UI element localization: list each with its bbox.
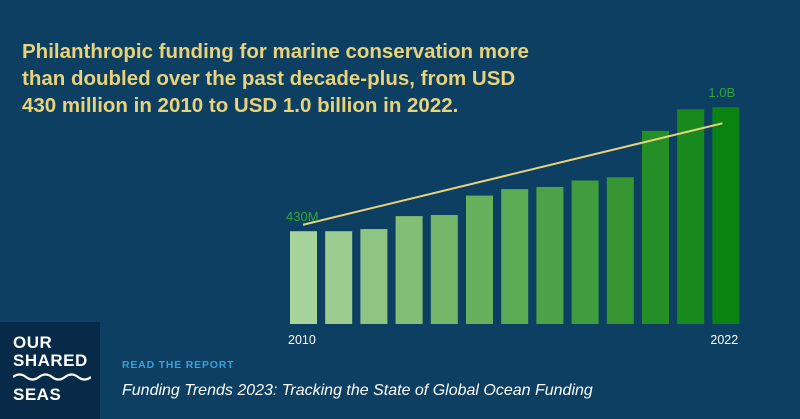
bar-2017 xyxy=(536,186,564,324)
data-label-first: 430M xyxy=(286,209,319,224)
data-label-last: 1.0B xyxy=(708,85,735,100)
wave-icon xyxy=(13,373,91,381)
bar-2012 xyxy=(360,229,388,324)
trend-line xyxy=(302,122,723,226)
logo-text-shared: SHARED xyxy=(13,351,88,370)
bar-2014 xyxy=(430,215,458,324)
logo-text-our: OUR xyxy=(13,333,53,352)
report-title: Funding Trends 2023: Tracking the State … xyxy=(122,382,593,399)
bar-2011 xyxy=(325,231,353,324)
bar-2022 xyxy=(712,107,740,324)
bar-2015 xyxy=(466,195,493,324)
logo-text-seas: SEAS xyxy=(13,385,62,404)
bar-2019 xyxy=(606,177,634,324)
bar-2020 xyxy=(642,130,669,324)
bar-2016 xyxy=(501,189,529,324)
x-tick-label-first: 2010 xyxy=(288,333,316,347)
headline: Philanthropic funding for marine conserv… xyxy=(22,40,529,117)
bar-2013 xyxy=(395,216,423,324)
bar-2021 xyxy=(677,109,705,325)
bar-2010 xyxy=(290,231,317,324)
our-shared-seas-logo[interactable]: OUR SHARED SEAS xyxy=(0,322,100,419)
bar-2018 xyxy=(571,180,599,324)
read-report-link[interactable]: READ THE REPORT xyxy=(122,359,235,371)
bars-group xyxy=(290,107,740,325)
x-tick-label-last: 2022 xyxy=(710,333,738,347)
